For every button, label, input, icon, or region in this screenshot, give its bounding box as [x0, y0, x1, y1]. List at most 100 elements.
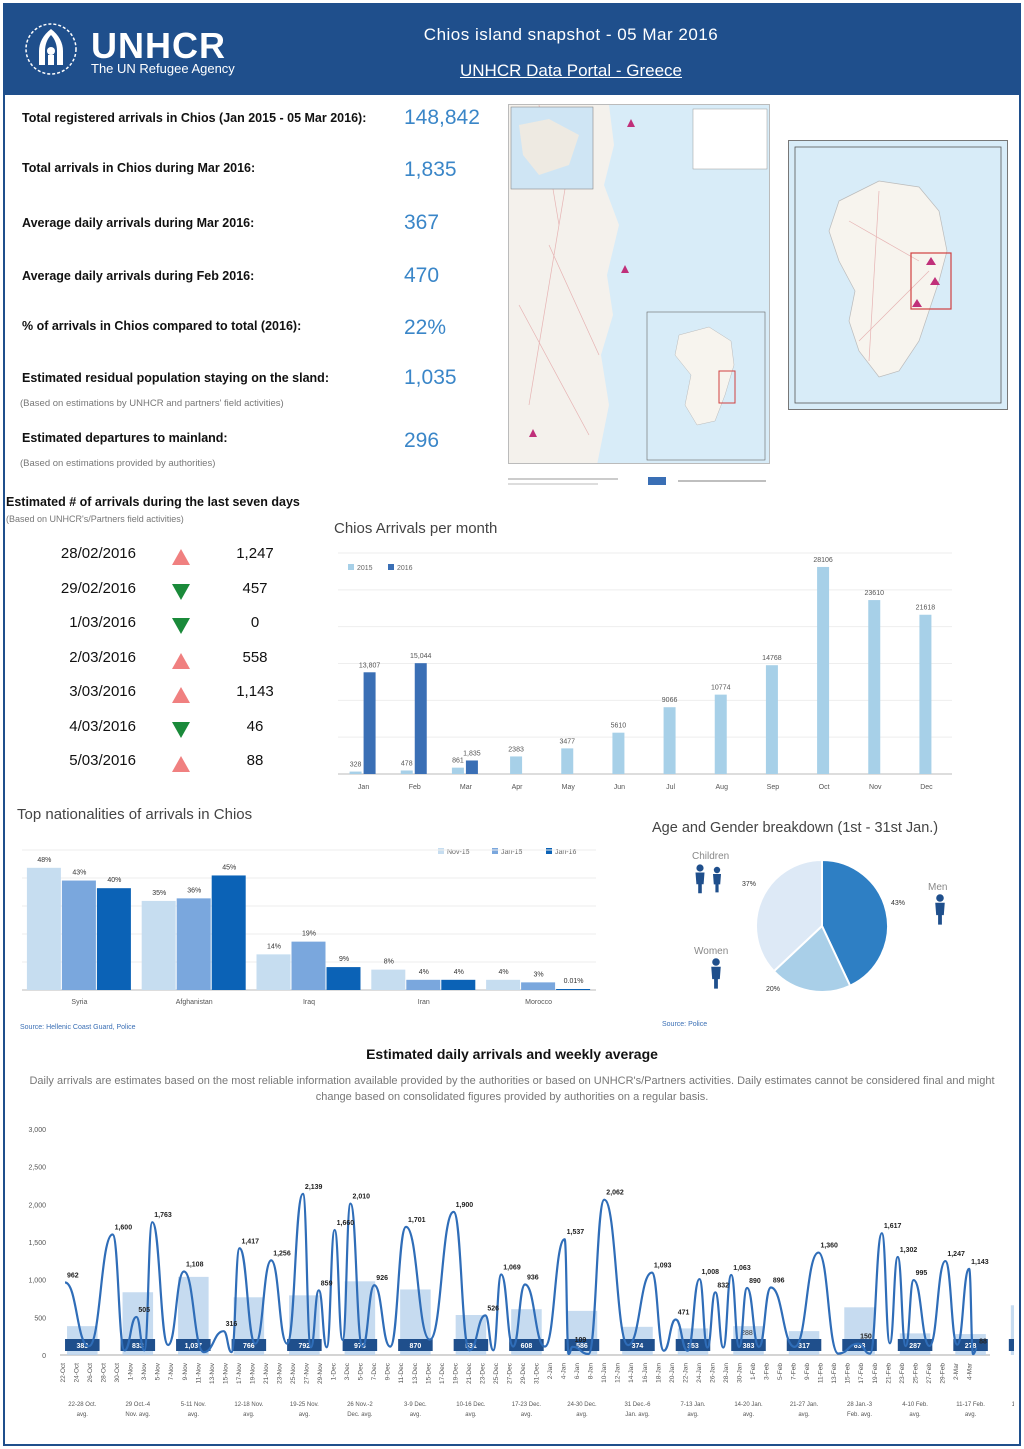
- x-date-label: 5-Nov: [155, 1362, 162, 1380]
- bar: [521, 982, 556, 990]
- period-label: avg.: [687, 1412, 699, 1418]
- x-date-label: 19-Dec: [452, 1362, 459, 1384]
- weekly-avg-badge: [342, 1339, 378, 1351]
- trend-date: 3/03/2016: [69, 683, 136, 700]
- trend-date: 4/03/2016: [69, 717, 136, 735]
- x-tick-label: Morocco: [525, 999, 552, 1006]
- period-label: 7-13 Jan.: [680, 1402, 705, 1408]
- period-label: avg.: [465, 1412, 477, 1418]
- trend-down-icon: [172, 721, 190, 738]
- x-date-label: 7-Nov: [168, 1362, 175, 1380]
- bar: [256, 954, 291, 990]
- bar: [61, 880, 96, 990]
- period-label: Dec. avg.: [347, 1412, 373, 1418]
- legend-swatch: [492, 848, 498, 854]
- bar-label: 40%: [107, 877, 121, 884]
- x-date-label: 22-Oct: [60, 1363, 67, 1383]
- trend-date: 2/03/2016: [69, 648, 136, 666]
- daily-peak-label: 1,537: [567, 1229, 585, 1236]
- monthly-arrivals-chart: Chios Arrivals per month 2015 2016 Jan 328 13…: [334, 520, 952, 791]
- period-label: 19-25 Nov.: [290, 1402, 319, 1408]
- period-label: 10-16 Dec.: [456, 1402, 486, 1408]
- bar-label: 0.01%: [564, 978, 584, 985]
- bar: [868, 600, 881, 774]
- x-date-label: 2-Jan: [547, 1363, 554, 1380]
- x-date-label: 7-Feb: [791, 1363, 798, 1380]
- bar: [141, 900, 176, 990]
- daily-peak-label: 1,660: [337, 1220, 355, 1227]
- x-tick-label: Mar: [460, 784, 473, 791]
- period-label: 11-17 Feb.: [956, 1402, 985, 1408]
- x-date-label: 4-Mar: [966, 1362, 973, 1380]
- bar-label: 8%: [384, 959, 394, 966]
- bar: [486, 979, 521, 990]
- weekly-avg-label: 317: [798, 1343, 810, 1350]
- last-seven-title: Estimated # of arrivals during the last …: [6, 495, 300, 509]
- bar-label: 9%: [339, 956, 349, 963]
- bar: [451, 767, 464, 774]
- period-label: avg.: [965, 1412, 977, 1418]
- bar: [96, 888, 131, 990]
- bar-label: 10774: [711, 685, 731, 692]
- bar: [326, 967, 361, 990]
- period-label: avg.: [77, 1412, 89, 1418]
- x-date-label: 9-Nov: [182, 1362, 189, 1380]
- x-tick-label: Iraq: [303, 999, 315, 1006]
- weekly-avg-label: 978: [354, 1343, 366, 1350]
- weekly-avg-label: 586: [576, 1343, 588, 1350]
- period-label: 17-23 Dec.: [512, 1402, 542, 1408]
- weekly-avg-badge: [453, 1339, 489, 1351]
- kpi-note: (Based on estimations by UNHCR and partn…: [20, 398, 284, 409]
- weekly-avg-label: 633: [854, 1343, 866, 1350]
- x-date-label: 1-Dec: [331, 1362, 338, 1380]
- period-label: 21-27 Jan.: [790, 1402, 819, 1408]
- x-date-label: 3-Feb: [764, 1363, 771, 1380]
- weekly-avg-badge: [65, 1339, 100, 1351]
- daily-peak-label: 88: [979, 1338, 987, 1345]
- monthly-chart-title: Chios Arrivals per month: [334, 520, 497, 537]
- bar-label: 3477: [559, 738, 575, 745]
- period-label: Nov. avg.: [125, 1412, 150, 1418]
- x-date-label: 15-Nov: [222, 1362, 229, 1384]
- bar: [612, 732, 625, 774]
- x-tick-label: Jul: [666, 784, 675, 791]
- bar: [441, 979, 476, 990]
- daily-peak-label: 995: [916, 1270, 928, 1277]
- unhcr-logo-icon: [25, 23, 77, 75]
- weekly-avg-label: 383: [743, 1343, 755, 1350]
- pie-slice: [755, 858, 823, 973]
- bar: [211, 875, 246, 990]
- daily-peak-label: 2,139: [305, 1184, 323, 1191]
- daily-arrivals-line: [64, 1192, 978, 1356]
- daily-peak-label: 2,062: [606, 1190, 624, 1197]
- daily-peak-label: 1,302: [900, 1247, 918, 1254]
- weekly-avg-badge: [1008, 1339, 1014, 1351]
- x-date-label: 21-Dec: [466, 1362, 473, 1384]
- bar: [663, 707, 676, 774]
- page-header: UNHCR The UN Refugee Agency Chios island…: [3, 3, 1021, 95]
- x-date-label: 1-Feb: [750, 1363, 757, 1380]
- x-date-label: 11-Nov: [195, 1362, 202, 1383]
- trend-value: 1,143: [236, 683, 274, 700]
- bar-label: 48%: [37, 857, 51, 864]
- data-portal-link[interactable]: UNHCR Data Portal - Greece: [459, 61, 682, 80]
- x-tick-label: Feb: [409, 784, 421, 791]
- x-tick-label: Dec: [920, 784, 933, 791]
- daily-peak-label: 1,108: [186, 1262, 204, 1269]
- legend-label: Nov-15: [447, 849, 470, 856]
- bar-label: 19%: [302, 931, 316, 938]
- last-seven-note: (Based on UNHCR's/Partners field activit…: [6, 514, 184, 524]
- x-date-label: 19-Nov: [249, 1362, 256, 1384]
- weekly-avg-badge: [509, 1339, 544, 1351]
- weekly-avg-label: 608: [521, 1343, 533, 1350]
- region-map: [508, 104, 770, 464]
- kpi-label: % of arrivals in Chios compared to total…: [22, 319, 302, 333]
- x-tick-label: May: [562, 784, 576, 791]
- y-tick-label: 1,000: [28, 1278, 46, 1285]
- x-date-label: 31-Dec: [534, 1362, 541, 1384]
- x-date-label: 28-Jan: [723, 1363, 730, 1383]
- bar-label: 14768: [762, 655, 782, 662]
- x-tick-label: Jan: [358, 784, 369, 791]
- period-label: 18-24 Feb.: [1012, 1402, 1014, 1408]
- bar: [349, 771, 362, 774]
